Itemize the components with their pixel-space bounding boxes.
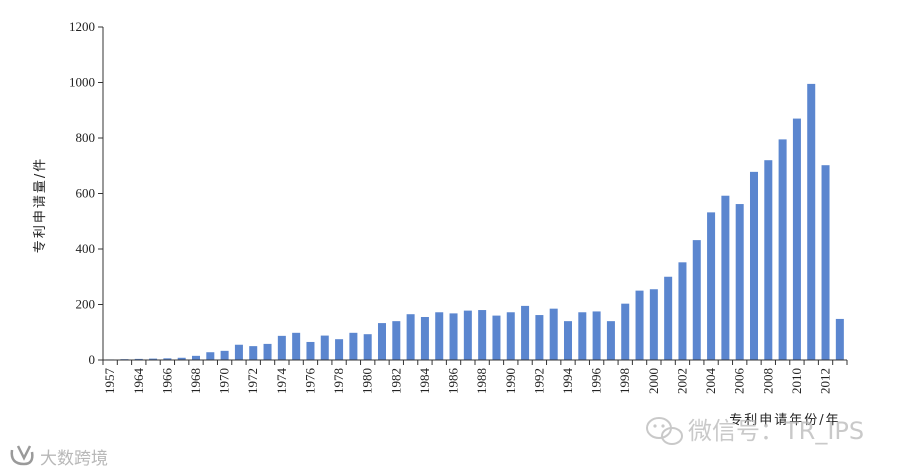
- bar-1991: [521, 305, 530, 360]
- y-tick-label: 200: [76, 297, 96, 312]
- x-tick-label: 1964: [131, 368, 146, 395]
- bar-2011: [807, 83, 816, 360]
- bar-2002: [678, 262, 687, 360]
- x-tick-label: 1984: [417, 368, 432, 395]
- x-tick-label: 1982: [388, 368, 403, 394]
- x-tick-label: 2010: [789, 368, 804, 394]
- logo-text: 大数跨境: [40, 449, 108, 469]
- x-tick-label: 2012: [818, 368, 833, 394]
- bar-1985: [435, 312, 444, 360]
- bar-1969: [206, 352, 215, 360]
- x-tick-label: 1992: [531, 368, 546, 394]
- bar-1977: [320, 335, 329, 360]
- wechat-watermark: 微信号：TR_IPS: [646, 417, 864, 445]
- bar-2013: [835, 318, 844, 360]
- y-axis-ticks: 0 200 400 600 800 1000 1200: [69, 19, 103, 367]
- x-tick-label: 2006: [732, 368, 747, 395]
- bar-2006: [735, 204, 744, 360]
- x-tick-label: 1974: [274, 368, 289, 395]
- x-tick-label: 1976: [302, 368, 317, 395]
- x-axis-ticks: 1957 1964 1966 1968 1970 1972 1974 1976 1978 1980…: [102, 360, 848, 395]
- x-tick-label: 1972: [245, 368, 260, 394]
- bar-1970: [220, 350, 229, 360]
- bar-1999: [635, 290, 644, 361]
- bar-1988: [478, 310, 487, 360]
- bar-1995: [578, 312, 587, 360]
- y-tick-label: 400: [76, 241, 96, 256]
- bar-1967: [177, 357, 186, 360]
- bar-2000: [649, 289, 658, 360]
- x-tick-label: 1957: [102, 368, 117, 395]
- bar-1984: [420, 316, 429, 360]
- x-tick-label: 2000: [646, 368, 661, 394]
- bar-2001: [664, 276, 673, 360]
- x-tick-label: 1998: [617, 368, 632, 394]
- bar-1990: [506, 312, 515, 360]
- bar-1966: [163, 358, 172, 360]
- bar-1987: [463, 310, 472, 360]
- bar-2012: [821, 165, 830, 360]
- bar-1975: [292, 332, 301, 360]
- x-tick-label: 1980: [360, 368, 375, 394]
- bar-1994: [563, 321, 572, 360]
- y-tick-label: 600: [76, 186, 96, 201]
- x-tick-label: 1990: [503, 368, 518, 394]
- x-tick-label: 1970: [217, 368, 232, 394]
- bar-1973: [263, 343, 272, 360]
- bar-1982: [392, 321, 401, 360]
- y-tick-label: 1000: [69, 75, 95, 90]
- kuajing-logo-icon: [10, 445, 34, 466]
- bar-1971: [234, 344, 243, 360]
- bars: [106, 83, 844, 361]
- bar-1993: [549, 308, 558, 360]
- bar-1997: [606, 321, 615, 360]
- x-tick-label: 2002: [674, 368, 689, 394]
- bar-1979: [349, 332, 358, 360]
- x-tick-label: 1968: [188, 368, 203, 394]
- bar-2010: [792, 118, 801, 360]
- bar-1996: [592, 311, 601, 360]
- y-axis-title: 专利申请量/件: [33, 157, 48, 253]
- x-tick-label: 2008: [760, 368, 775, 394]
- bar-1976: [306, 341, 315, 360]
- bar-1978: [335, 339, 344, 360]
- x-tick-label: 1986: [446, 368, 461, 395]
- x-tick-label: 1988: [474, 368, 489, 394]
- bar-1980: [363, 334, 372, 360]
- bar-1964: [134, 358, 143, 360]
- y-tick-label: 0: [89, 352, 96, 367]
- bar-1972: [249, 346, 258, 361]
- wechat-id-text: 微信号：TR_IPS: [688, 417, 864, 445]
- wechat-icon: [646, 417, 683, 445]
- bar-1974: [277, 335, 286, 360]
- bar-1965: [149, 358, 158, 360]
- x-tick-label: 1978: [331, 368, 346, 394]
- bar-2005: [721, 195, 730, 360]
- bar-1981: [377, 323, 386, 360]
- y-tick-label: 1200: [69, 19, 95, 34]
- x-tick-label: 2004: [703, 368, 718, 395]
- x-tick-label: 1994: [560, 368, 575, 395]
- bar-2004: [707, 212, 716, 360]
- bar-1998: [621, 303, 630, 360]
- bar-1968: [191, 355, 200, 360]
- bar-2003: [692, 240, 701, 360]
- y-tick-label: 800: [76, 130, 96, 145]
- x-axis-title: 专利申请年份/年: [729, 413, 840, 428]
- bar-1992: [535, 315, 544, 360]
- x-tick-label: 1996: [589, 368, 604, 395]
- bar-2008: [764, 160, 773, 360]
- bar-2009: [778, 139, 787, 360]
- bar-1989: [492, 315, 501, 360]
- bar-1983: [406, 314, 415, 360]
- x-tick-label: 1966: [159, 368, 174, 395]
- logo-watermark: 大数跨境: [10, 445, 108, 469]
- bar-1986: [449, 313, 458, 360]
- bar-2007: [749, 171, 758, 360]
